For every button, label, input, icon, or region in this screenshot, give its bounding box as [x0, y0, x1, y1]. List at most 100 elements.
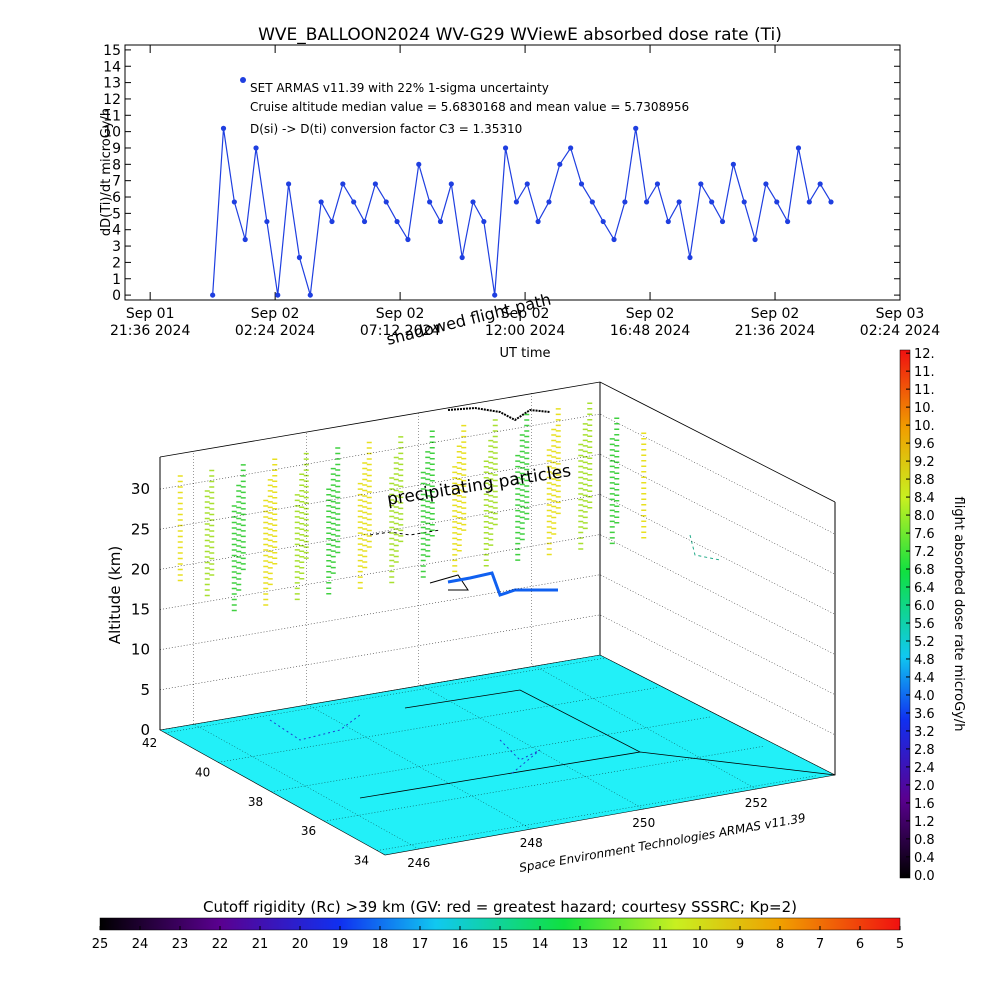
colorbar-tick-label: 12 — [612, 937, 629, 952]
data-point — [568, 145, 574, 151]
data-point — [231, 199, 237, 205]
colorbar-tick-label: 9 — [736, 937, 744, 952]
colorbar-tick-label: 23 — [172, 937, 189, 952]
z-tick-label: 25 — [131, 520, 150, 538]
colorbar-tick-label: 12. — [914, 347, 935, 362]
map-feature — [269, 714, 361, 741]
data-point — [351, 199, 357, 205]
data-point — [774, 199, 780, 205]
data-point — [665, 218, 671, 225]
colorbar-tick-label: 17 — [412, 937, 429, 952]
y-tick-label: 1 — [112, 272, 121, 288]
data-point — [687, 254, 693, 261]
lat-tick-label: 38 — [248, 795, 263, 809]
colorbar-tick-label: 7 — [816, 937, 824, 952]
data-point — [502, 145, 509, 151]
colorbar-tick-label: 8 — [776, 937, 784, 952]
3d-box — [159, 381, 836, 856]
data-point — [546, 199, 552, 205]
y-tick-label: 7 — [112, 174, 121, 190]
data-point — [752, 236, 758, 243]
data-point — [785, 218, 791, 225]
colorbar-tick-label: 16 — [452, 937, 469, 952]
data-point — [741, 199, 747, 205]
colorbar-tick-label: 6.8 — [914, 563, 935, 578]
data-point — [470, 199, 476, 205]
colorbar-tick-label: 9.2 — [914, 455, 935, 470]
data-point — [307, 292, 313, 298]
data-point — [513, 199, 520, 205]
y-tick-label: 14 — [103, 59, 121, 75]
data-point — [242, 236, 248, 243]
data-point — [285, 181, 292, 187]
plot-frame — [124, 44, 901, 301]
colorbar-tick-label: 8.4 — [914, 491, 935, 506]
data-point — [578, 181, 585, 187]
data-point — [795, 145, 802, 151]
data-point — [394, 218, 400, 225]
lat-tick-label: 34 — [354, 854, 369, 868]
x-tick-label: 02:24 2024 — [860, 323, 941, 339]
grid-line — [306, 703, 532, 830]
y-tick-label: 4 — [112, 223, 121, 239]
grid-line — [193, 723, 419, 850]
data-point — [817, 181, 823, 187]
lat-tick-label: 36 — [301, 824, 316, 838]
colorbar-tick-label: 8.8 — [914, 473, 935, 488]
lat-tick-label: 40 — [195, 765, 210, 779]
data-point — [448, 181, 454, 187]
colorbar-tick-label: 1.2 — [914, 815, 935, 830]
colorbar-tick-label: 2.8 — [914, 743, 935, 758]
colorbar-tick-label: 7.2 — [914, 545, 935, 560]
colorbar-tick-label: 6.0 — [914, 599, 935, 614]
colorbar-tick-label: 4.4 — [914, 671, 935, 686]
y-tick-label: 13 — [103, 76, 121, 92]
colorbar-tick-label: 13 — [572, 937, 589, 952]
lon-tick-label: 248 — [520, 836, 543, 850]
y-axis-label: dD(Ti)/dt microGy/h — [99, 108, 114, 236]
colorbar-tick-label: 0.4 — [914, 851, 935, 866]
data-point — [622, 199, 628, 205]
annotation-marker — [240, 77, 246, 83]
colorbar-tick-label: 9.6 — [914, 437, 935, 452]
colorbar-label: Cutoff rigidity (Rc) >39 km (GV: red = g… — [203, 898, 797, 916]
colorbar-tick-label: 10. — [914, 419, 935, 434]
x-tick-label: Sep 02 — [501, 306, 550, 322]
colorbar-tick-label: 11. — [914, 383, 935, 398]
x-tick-label: 02:24 2024 — [235, 323, 316, 339]
colorbar-tick-label: 3.2 — [914, 725, 935, 740]
data-point — [763, 181, 769, 187]
data-point — [600, 218, 606, 225]
data-point — [275, 292, 281, 298]
data-point — [654, 181, 661, 187]
colorbar-tick-label: 19 — [332, 937, 349, 952]
colorbar-tick-label: 5.2 — [914, 635, 935, 650]
colorbar-tick-label: 2.0 — [914, 779, 935, 794]
lon-tick-label: 250 — [632, 816, 655, 830]
data-point — [828, 199, 834, 205]
data-point — [427, 199, 433, 205]
data-line — [212, 128, 832, 296]
y-tick-label: 10 — [103, 125, 121, 141]
grid-line — [531, 663, 757, 790]
colorbar-tick-label: 5.6 — [914, 617, 935, 632]
x-tick-label: 21:36 2024 — [735, 323, 816, 339]
x-tick-label: Sep 02 — [376, 306, 425, 322]
data-point — [405, 236, 411, 243]
colorbar-tick-label: 10. — [914, 401, 935, 416]
y-tick-label: 6 — [112, 190, 121, 206]
data-point — [329, 218, 335, 225]
colorbar-tick-label: 2.4 — [914, 761, 935, 776]
lon-tick-label: 252 — [745, 796, 768, 810]
flight-shadow — [429, 574, 469, 591]
x-tick-label: Sep 02 — [251, 306, 300, 322]
annotation: SET ARMAS v11.39 with 22% 1-sigma uncert… — [250, 81, 549, 95]
grid-line — [159, 494, 836, 615]
data-point — [676, 199, 682, 205]
y-tick-label: 2 — [112, 255, 121, 271]
data-point — [253, 145, 259, 151]
y-tick-label: 12 — [103, 92, 121, 108]
annotation: D(si) -> D(ti) conversion factor C3 = 1.… — [250, 122, 522, 136]
data-point — [643, 199, 650, 205]
